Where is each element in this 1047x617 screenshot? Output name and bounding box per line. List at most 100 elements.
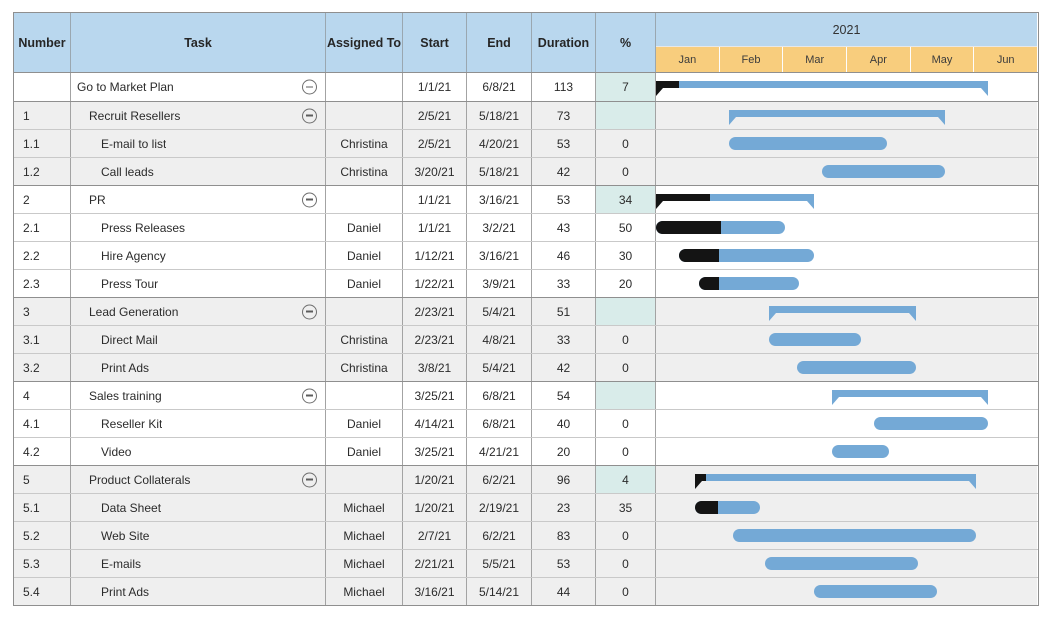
cell-start[interactable]: 3/25/21 bbox=[403, 382, 467, 409]
cell-start[interactable]: 2/23/21 bbox=[403, 298, 467, 325]
cell-assigned-to[interactable]: Michael bbox=[326, 578, 403, 605]
gantt-task-bar[interactable] bbox=[769, 333, 862, 346]
cell-assigned-to[interactable]: Michael bbox=[326, 550, 403, 577]
cell-task[interactable]: Product Collaterals bbox=[71, 466, 326, 493]
cell-end[interactable]: 4/8/21 bbox=[467, 326, 532, 353]
cell-task[interactable]: Data Sheet bbox=[71, 494, 326, 521]
minus-circle-icon[interactable] bbox=[302, 472, 317, 487]
cell-percent[interactable]: 0 bbox=[596, 550, 656, 577]
cell-end[interactable]: 3/16/21 bbox=[467, 186, 532, 213]
cell-end[interactable]: 5/4/21 bbox=[467, 298, 532, 325]
cell-assigned-to[interactable]: Daniel bbox=[326, 214, 403, 241]
cell-end[interactable]: 3/9/21 bbox=[467, 270, 532, 297]
cell-end[interactable]: 6/2/21 bbox=[467, 522, 532, 549]
cell-assigned-to[interactable] bbox=[326, 382, 403, 409]
cell-end[interactable]: 3/2/21 bbox=[467, 214, 532, 241]
cell-end[interactable]: 4/21/21 bbox=[467, 438, 532, 465]
cell-number[interactable]: 5.4 bbox=[14, 578, 71, 605]
cell-duration[interactable]: 23 bbox=[532, 494, 596, 521]
cell-task[interactable]: E-mails bbox=[71, 550, 326, 577]
cell-end[interactable]: 6/8/21 bbox=[467, 410, 532, 437]
gantt-summary-bar[interactable] bbox=[656, 81, 989, 88]
cell-duration[interactable]: 33 bbox=[532, 326, 596, 353]
cell-percent[interactable] bbox=[596, 298, 656, 325]
cell-start[interactable]: 3/8/21 bbox=[403, 354, 467, 381]
cell-percent[interactable]: 0 bbox=[596, 354, 656, 381]
cell-number[interactable]: 4.2 bbox=[14, 438, 71, 465]
cell-assigned-to[interactable]: Daniel bbox=[326, 270, 403, 297]
cell-duration[interactable]: 73 bbox=[532, 102, 596, 129]
gantt-summary-bar[interactable] bbox=[656, 194, 814, 201]
minus-circle-icon[interactable] bbox=[302, 192, 317, 207]
cell-duration[interactable]: 53 bbox=[532, 550, 596, 577]
gantt-task-bar[interactable] bbox=[764, 557, 919, 570]
cell-number[interactable] bbox=[14, 73, 71, 101]
cell-task[interactable]: Direct Mail bbox=[71, 326, 326, 353]
cell-duration[interactable]: 42 bbox=[532, 354, 596, 381]
cell-end[interactable]: 6/8/21 bbox=[467, 73, 532, 101]
cell-start[interactable]: 1/1/21 bbox=[403, 186, 467, 213]
cell-task[interactable]: Call leads bbox=[71, 158, 326, 185]
cell-assigned-to[interactable] bbox=[326, 102, 403, 129]
gantt-task-bar[interactable] bbox=[821, 165, 945, 178]
cell-task[interactable]: Print Ads bbox=[71, 354, 326, 381]
minus-circle-icon[interactable] bbox=[302, 108, 317, 123]
cell-end[interactable]: 5/14/21 bbox=[467, 578, 532, 605]
cell-start[interactable]: 2/23/21 bbox=[403, 326, 467, 353]
cell-start[interactable]: 2/7/21 bbox=[403, 522, 467, 549]
cell-duration[interactable]: 96 bbox=[532, 466, 596, 493]
cell-percent[interactable]: 0 bbox=[596, 578, 656, 605]
cell-number[interactable]: 5.2 bbox=[14, 522, 71, 549]
cell-assigned-to[interactable] bbox=[326, 466, 403, 493]
cell-end[interactable]: 6/2/21 bbox=[467, 466, 532, 493]
cell-number[interactable]: 2.1 bbox=[14, 214, 71, 241]
cell-percent[interactable] bbox=[596, 102, 656, 129]
cell-duration[interactable]: 54 bbox=[532, 382, 596, 409]
cell-number[interactable]: 3.1 bbox=[14, 326, 71, 353]
cell-end[interactable]: 5/4/21 bbox=[467, 354, 532, 381]
cell-task[interactable]: Go to Market Plan bbox=[71, 73, 326, 101]
cell-start[interactable]: 2/21/21 bbox=[403, 550, 467, 577]
cell-start[interactable]: 3/25/21 bbox=[403, 438, 467, 465]
cell-end[interactable]: 5/18/21 bbox=[467, 158, 532, 185]
gantt-task-bar[interactable] bbox=[832, 445, 889, 458]
cell-start[interactable]: 2/5/21 bbox=[403, 102, 467, 129]
cell-duration[interactable]: 33 bbox=[532, 270, 596, 297]
cell-percent[interactable]: 0 bbox=[596, 410, 656, 437]
cell-percent[interactable]: 34 bbox=[596, 186, 656, 213]
gantt-task-bar[interactable] bbox=[733, 529, 976, 542]
cell-start[interactable]: 1/22/21 bbox=[403, 270, 467, 297]
cell-start[interactable]: 1/1/21 bbox=[403, 214, 467, 241]
cell-number[interactable]: 4 bbox=[14, 382, 71, 409]
cell-percent[interactable]: 35 bbox=[596, 494, 656, 521]
cell-task[interactable]: Press Tour bbox=[71, 270, 326, 297]
cell-assigned-to[interactable] bbox=[326, 73, 403, 101]
cell-percent[interactable]: 0 bbox=[596, 326, 656, 353]
cell-task[interactable]: Web Site bbox=[71, 522, 326, 549]
cell-percent[interactable]: 7 bbox=[596, 73, 656, 101]
minus-circle-icon[interactable] bbox=[302, 304, 317, 319]
gantt-task-bar[interactable] bbox=[728, 137, 887, 150]
cell-task[interactable]: Lead Generation bbox=[71, 298, 326, 325]
gantt-task-bar[interactable] bbox=[699, 277, 800, 290]
cell-task[interactable]: E-mail to list bbox=[71, 130, 326, 157]
cell-end[interactable]: 5/18/21 bbox=[467, 102, 532, 129]
cell-end[interactable]: 3/16/21 bbox=[467, 242, 532, 269]
cell-duration[interactable]: 42 bbox=[532, 158, 596, 185]
cell-percent[interactable]: 30 bbox=[596, 242, 656, 269]
cell-task[interactable]: Press Releases bbox=[71, 214, 326, 241]
cell-number[interactable]: 3 bbox=[14, 298, 71, 325]
cell-number[interactable]: 1 bbox=[14, 102, 71, 129]
cell-task[interactable]: Reseller Kit bbox=[71, 410, 326, 437]
cell-start[interactable]: 1/1/21 bbox=[403, 73, 467, 101]
gantt-summary-bar[interactable] bbox=[769, 306, 917, 313]
cell-task[interactable]: Hire Agency bbox=[71, 242, 326, 269]
cell-duration[interactable]: 53 bbox=[532, 186, 596, 213]
cell-assigned-to[interactable]: Daniel bbox=[326, 438, 403, 465]
cell-start[interactable]: 3/16/21 bbox=[403, 578, 467, 605]
cell-duration[interactable]: 51 bbox=[532, 298, 596, 325]
cell-number[interactable]: 2.2 bbox=[14, 242, 71, 269]
cell-task[interactable]: Sales training bbox=[71, 382, 326, 409]
cell-number[interactable]: 5.1 bbox=[14, 494, 71, 521]
cell-percent[interactable]: 0 bbox=[596, 130, 656, 157]
